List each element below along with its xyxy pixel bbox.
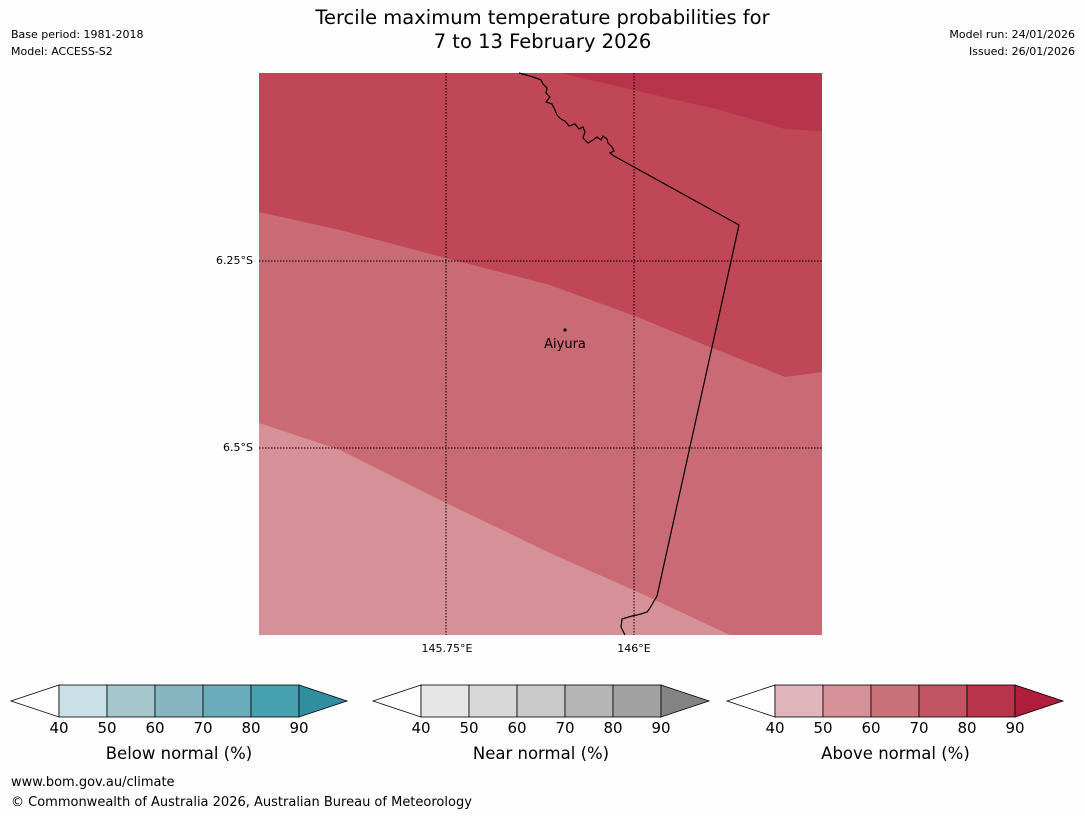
- aiyura-marker: [563, 328, 567, 332]
- colorbar-segment: [250, 684, 300, 718]
- zone-80-90: [560, 73, 822, 131]
- colorbar-segment: [822, 684, 872, 718]
- colorbar-segment: [918, 684, 968, 718]
- colorbar-near-normal: [371, 684, 711, 718]
- model-name: Model: ACCESS-S2: [11, 45, 113, 58]
- colorbar-tick-label: 70: [555, 719, 575, 737]
- colorbar-segment: [154, 684, 204, 718]
- colorbar-tick-label: 80: [241, 719, 261, 737]
- colorbar-below-normal: [9, 684, 349, 718]
- colorbar-segment: [516, 684, 566, 718]
- colorbar-segment: [966, 684, 1016, 718]
- colorbar-segment: [202, 684, 252, 718]
- colorbar-tick-label: 70: [193, 719, 213, 737]
- colorbar-segment: [612, 684, 662, 718]
- title-line-2: 7 to 13 February 2026: [433, 30, 652, 53]
- colorbar-tick-label: 40: [49, 719, 69, 737]
- colorbar-title-below: Below normal (%): [105, 744, 253, 763]
- colorbar-tick-label: 40: [411, 719, 431, 737]
- colorbar-segment: [106, 684, 156, 718]
- colorbar-tick-label: 90: [651, 719, 671, 737]
- meta-left: Base period: 1981-2018 Model: ACCESS-S2: [11, 26, 143, 60]
- zone-70-80: [259, 73, 822, 377]
- colorbar-extend-low: [371, 684, 422, 718]
- lat-label-2: 6.5°S: [223, 441, 253, 454]
- colorbar-tick-label: 80: [603, 719, 623, 737]
- model-run: Model run: 24/01/2026: [949, 28, 1075, 41]
- forecast-map: [259, 72, 822, 636]
- footer-copyright: © Commonwealth of Australia 2026, Austra…: [11, 795, 472, 810]
- colorbar-tick-label: 60: [507, 719, 527, 737]
- colorbar-above-normal: [725, 684, 1065, 718]
- colorbar-tick-label: 60: [861, 719, 881, 737]
- lon-label-2: 146°E: [617, 642, 651, 655]
- colorbar-tick-label: 90: [289, 719, 309, 737]
- lat-label-1: 6.25°S: [216, 254, 253, 267]
- colorbar-tick-label: 70: [909, 719, 929, 737]
- issued-date: Issued: 26/01/2026: [968, 45, 1075, 58]
- colorbar-segment: [420, 684, 470, 718]
- colorbar-tick-label: 90: [1005, 719, 1025, 737]
- colorbar-segment: [564, 684, 614, 718]
- colorbar-extend-low: [725, 684, 776, 718]
- colorbar-tick-label: 60: [145, 719, 165, 737]
- colorbar-title-above: Above normal (%): [821, 744, 970, 763]
- colorbar-tick-label: 40: [765, 719, 785, 737]
- meta-right: Model run: 24/01/2026 Issued: 26/01/2026: [949, 26, 1075, 60]
- border-line: [518, 72, 740, 636]
- colorbar-extend-high: [660, 684, 711, 718]
- colorbar-segment: [870, 684, 920, 718]
- colorbar-title-near: Near normal (%): [472, 744, 610, 763]
- colorbar-tick-label: 50: [813, 719, 833, 737]
- lon-label-1: 145.75°E: [421, 642, 473, 655]
- colorbar-tick-label: 50: [97, 719, 117, 737]
- colorbar-tick-label: 80: [957, 719, 977, 737]
- colorbar-segment: [468, 684, 518, 718]
- chart-title: Tercile maximum temperature probabilitie…: [0, 6, 1085, 54]
- title-line-1: Tercile maximum temperature probabilitie…: [315, 6, 770, 29]
- colorbar-extend-low: [9, 684, 60, 718]
- place-label-aiyura: Aiyura: [544, 337, 586, 352]
- colorbar-extend-high: [1014, 684, 1065, 718]
- colorbar-graphics: [9, 684, 1065, 718]
- colorbar-tick-label: 50: [459, 719, 479, 737]
- base-period: Base period: 1981-2018: [11, 28, 144, 41]
- colorbar-segment: [58, 684, 108, 718]
- footer-url: www.bom.gov.au/climate: [11, 775, 175, 790]
- colorbar-extend-high: [298, 684, 349, 718]
- colorbar-segment: [774, 684, 824, 718]
